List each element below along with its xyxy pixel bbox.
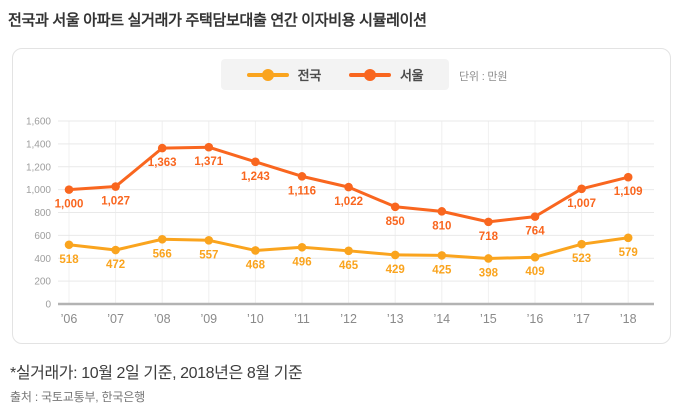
data-point	[530, 252, 540, 262]
data-label: 429	[386, 264, 405, 276]
data-label: 566	[153, 248, 172, 260]
y-axis-tick-label: 200	[34, 277, 51, 288]
data-point	[64, 240, 74, 250]
data-label: 496	[292, 256, 311, 268]
y-axis-tick-label: 1,400	[26, 139, 51, 150]
data-label: 1,116	[288, 185, 316, 197]
x-axis-tick-label: ’13	[387, 312, 404, 326]
legend: 전국 서울	[221, 59, 449, 90]
y-axis-tick-label: 400	[34, 254, 51, 265]
data-label: 1,027	[101, 196, 130, 208]
x-axis-tick-label: ’11	[294, 312, 310, 326]
x-axis-tick-label: ’15	[480, 312, 497, 326]
data-label: 398	[479, 267, 499, 279]
data-label: 1,022	[334, 196, 363, 208]
data-label: 764	[525, 226, 545, 238]
x-axis-tick-label: ’07	[107, 312, 124, 326]
x-axis-tick-label: ’08	[154, 312, 171, 326]
data-label: 1,243	[241, 171, 270, 183]
data-point	[623, 233, 633, 243]
x-axis-tick-label: ’09	[200, 312, 217, 326]
data-label: 425	[432, 264, 452, 276]
data-point	[577, 184, 586, 194]
y-axis-tick-label: 1,200	[26, 162, 51, 173]
legend-item-0: 전국	[246, 65, 322, 84]
data-point	[297, 172, 307, 181]
data-point	[204, 235, 214, 245]
data-label: 1,371	[194, 156, 223, 168]
data-label: 579	[619, 247, 638, 259]
x-axis-tick-label: ’10	[247, 312, 264, 326]
legend-item-label: 전국	[297, 68, 322, 83]
data-label: 518	[59, 254, 79, 266]
x-axis-tick-label: ’12	[340, 312, 357, 326]
legend-line-dot-icon	[246, 68, 289, 81]
y-axis-tick-label: 1,600	[26, 117, 51, 128]
data-label: 557	[199, 249, 218, 261]
x-axis-tick-label: ’14	[433, 312, 450, 326]
data-point	[251, 246, 260, 255]
data-point	[437, 251, 447, 260]
data-point	[390, 250, 400, 260]
data-point	[64, 185, 74, 194]
data-point	[111, 182, 120, 191]
unit-label: 단위 : 만원	[459, 71, 508, 83]
data-point	[157, 234, 167, 244]
data-label: 1,000	[55, 199, 84, 211]
data-point	[157, 143, 167, 153]
data-point	[437, 207, 447, 216]
data-label: 472	[106, 259, 125, 271]
footnote: *실거래가: 10월 2일 기준, 2018년은 8월 기준	[10, 365, 303, 382]
data-label: 468	[246, 259, 266, 271]
line-chart: 0 200 400 600 800 1,000 1,200 1,400 1,600 ’06 ’07 ’…	[26, 117, 654, 326]
data-point	[111, 245, 120, 255]
data-label: 523	[572, 253, 591, 265]
y-axis-tick-label: 800	[34, 208, 51, 219]
legend-item-1: 서울	[349, 65, 424, 84]
data-point	[484, 217, 493, 227]
data-point	[623, 172, 633, 182]
chart-card: 전국 서울 단위 : 만원 0 200 400 600 800 1,000 1,200 1,40…	[12, 48, 671, 344]
x-axis-tick-label: ’16	[527, 312, 544, 326]
data-label: 465	[339, 260, 359, 272]
data-point	[577, 239, 586, 249]
data-point	[390, 202, 400, 212]
data-point	[344, 246, 353, 256]
y-axis-tick-label: 600	[34, 231, 51, 242]
data-point	[344, 182, 353, 192]
data-label: 850	[386, 216, 405, 228]
legend-line-dot-icon	[349, 68, 391, 81]
legend-item-label: 서울	[400, 68, 424, 83]
page-title: 전국과 서울 아파트 실거래가 주택담보대출 연간 이자비용 시뮬레이션	[8, 12, 427, 29]
data-label: 810	[432, 220, 451, 232]
x-axis-tick-label: ’18	[620, 312, 637, 326]
data-label: 1,109	[614, 186, 643, 198]
data-label: 409	[525, 266, 544, 278]
data-label: 718	[479, 231, 499, 243]
data-label: 1,363	[148, 157, 177, 169]
x-axis-tick-label: ’17	[573, 312, 590, 326]
data-point	[204, 142, 214, 152]
x-axis-tick-label: ’06	[61, 312, 78, 326]
y-axis-tick-label: 1,000	[26, 185, 51, 196]
data-point	[297, 242, 307, 252]
y-axis-tick-label: 0	[45, 300, 51, 311]
data-point	[251, 157, 260, 167]
data-point	[530, 212, 540, 221]
data-point	[484, 254, 493, 263]
data-label: 1,007	[567, 198, 596, 210]
source-credit: 출처 : 국토교통부, 한국은행	[10, 390, 145, 404]
